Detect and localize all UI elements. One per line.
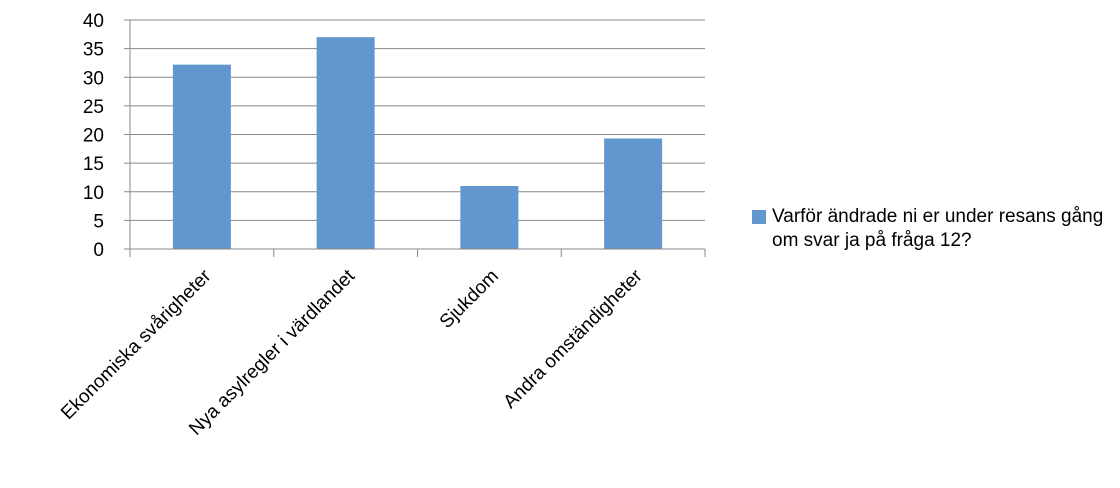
legend-series-name: Varför ändrade ni er under resans gång o… xyxy=(772,206,1104,251)
bar xyxy=(172,64,231,249)
axes xyxy=(124,19,706,257)
y-axis-tick-labels: 0 5 10 15 20 25 30 35 40 xyxy=(83,11,104,261)
legend-swatch xyxy=(752,210,766,224)
y-tick-label: 15 xyxy=(83,154,104,175)
bars xyxy=(172,37,663,249)
y-tick-label: 10 xyxy=(83,183,104,204)
y-tick-label: 20 xyxy=(83,126,104,147)
x-category-label: Sjukdom xyxy=(436,266,503,333)
bar xyxy=(460,186,519,249)
x-category-label: Ekonomiska svårigheter xyxy=(57,265,216,424)
y-tick-label: 35 xyxy=(83,40,104,61)
y-tick-label: 25 xyxy=(83,97,104,118)
x-category-label: Nya asylregler i värdlandet xyxy=(185,265,359,439)
y-tick-label: 5 xyxy=(93,211,104,232)
y-tick-label: 40 xyxy=(83,11,104,32)
y-tick-label: 30 xyxy=(83,68,104,89)
bar xyxy=(604,138,663,249)
y-tick-label: 0 xyxy=(93,240,104,261)
bar xyxy=(316,37,375,249)
x-category-label: Andra omständigheter xyxy=(500,265,648,413)
